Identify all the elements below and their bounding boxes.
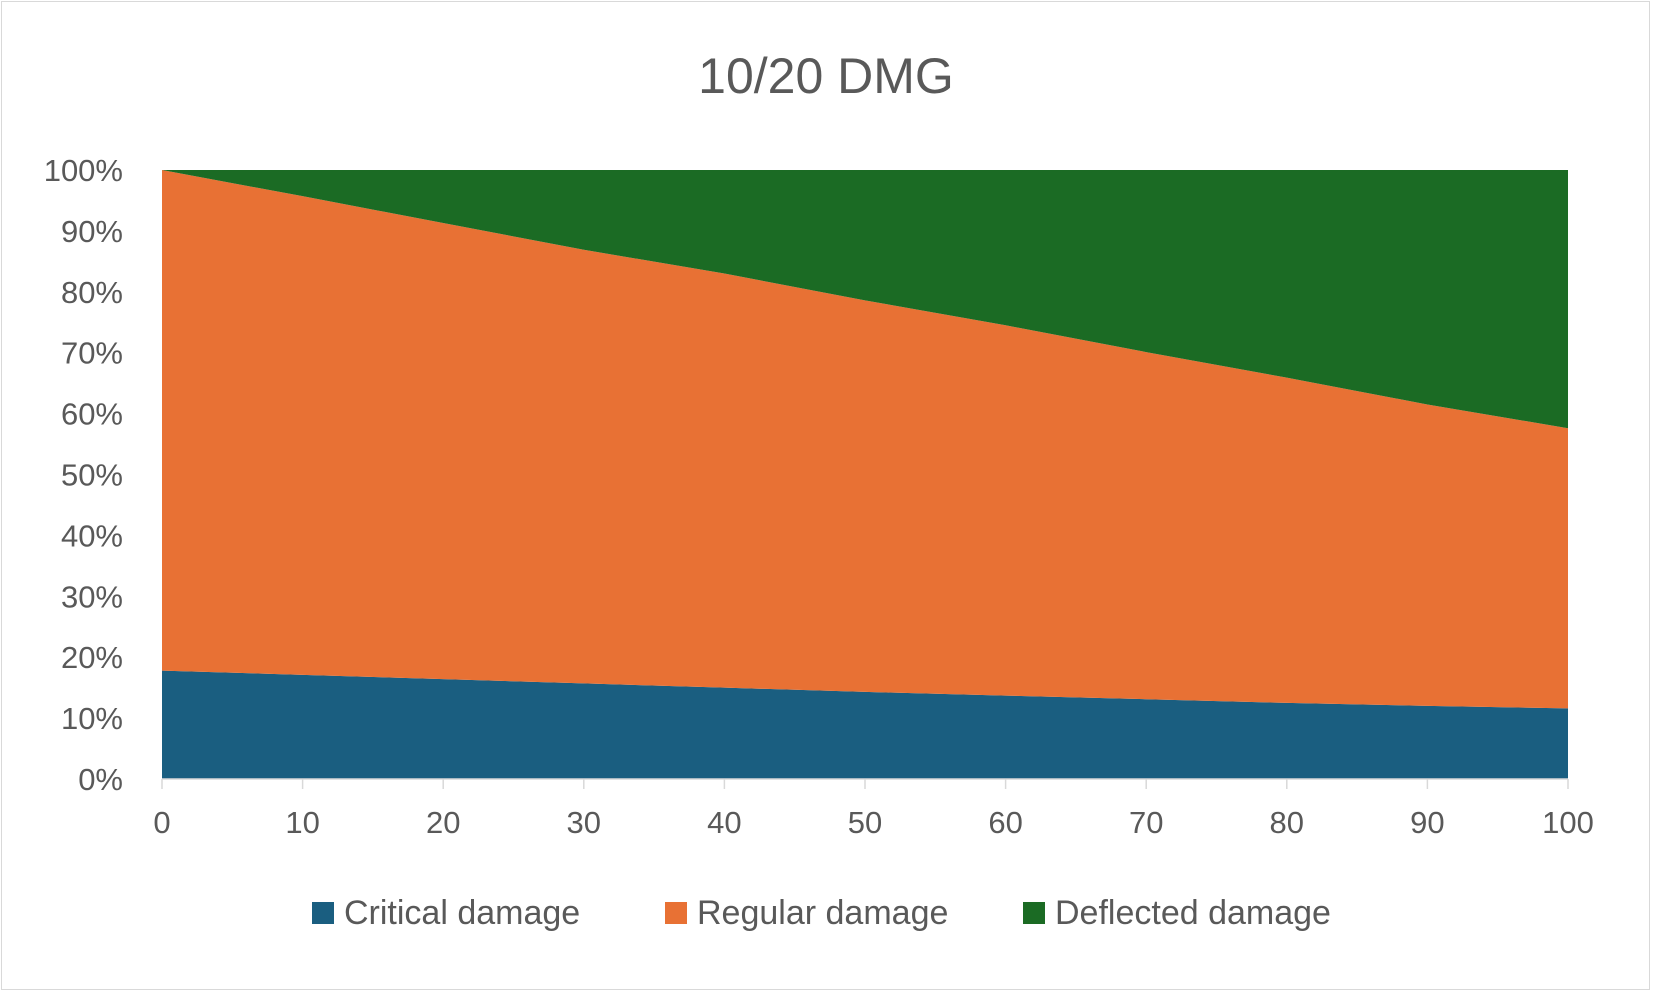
x-tick-label: 40 — [707, 805, 741, 840]
legend-label: Regular damage — [697, 894, 948, 932]
y-tick-label: 30% — [61, 579, 123, 614]
x-tick-label: 50 — [848, 805, 882, 840]
x-tick-label: 60 — [988, 805, 1022, 840]
y-tick-label: 70% — [61, 336, 123, 371]
y-axis: 0% 10% 20% 30% 40% 50% 60% 70% 80% 90% 100% — [44, 153, 123, 797]
x-tick-label: 90 — [1410, 805, 1444, 840]
x-tick-label: 0 — [153, 805, 170, 840]
y-tick-label: 60% — [61, 397, 123, 432]
x-tick-label: 20 — [426, 805, 460, 840]
y-tick-label: 100% — [44, 153, 123, 188]
y-tick-label: 50% — [61, 458, 123, 493]
x-axis: 0 10 20 30 40 50 60 70 80 90 100 — [153, 778, 1594, 840]
area-regular-damage — [162, 170, 1568, 709]
x-tick-label: 30 — [567, 805, 601, 840]
y-tick-label: 40% — [61, 518, 123, 553]
legend-item-regular-damage: Regular damage — [665, 894, 948, 932]
legend: Critical damage Regular damage Deflected d… — [312, 894, 1331, 932]
legend-item-critical-damage: Critical damage — [312, 894, 580, 932]
legend-label: Deflected damage — [1055, 894, 1331, 932]
y-tick-label: 10% — [61, 701, 123, 736]
y-tick-label: 0% — [78, 762, 123, 797]
x-tick-label: 10 — [285, 805, 319, 840]
area-critical-damage — [162, 670, 1568, 779]
plot-areas — [162, 170, 1568, 779]
y-tick-label: 80% — [61, 275, 123, 310]
x-tick-label: 80 — [1270, 805, 1304, 840]
legend-swatch — [1023, 902, 1045, 924]
area-deflected-damage — [162, 170, 1568, 429]
legend-label: Critical damage — [344, 894, 580, 932]
x-tick-label: 70 — [1129, 805, 1163, 840]
y-tick-label: 90% — [61, 214, 123, 249]
legend-swatch — [312, 902, 334, 924]
x-tick-label: 100 — [1542, 805, 1594, 840]
y-tick-label: 20% — [61, 640, 123, 675]
legend-swatch — [665, 902, 687, 924]
legend-item-deflected-damage: Deflected damage — [1023, 894, 1331, 932]
chart-title: 10/20 DMG — [698, 48, 954, 104]
